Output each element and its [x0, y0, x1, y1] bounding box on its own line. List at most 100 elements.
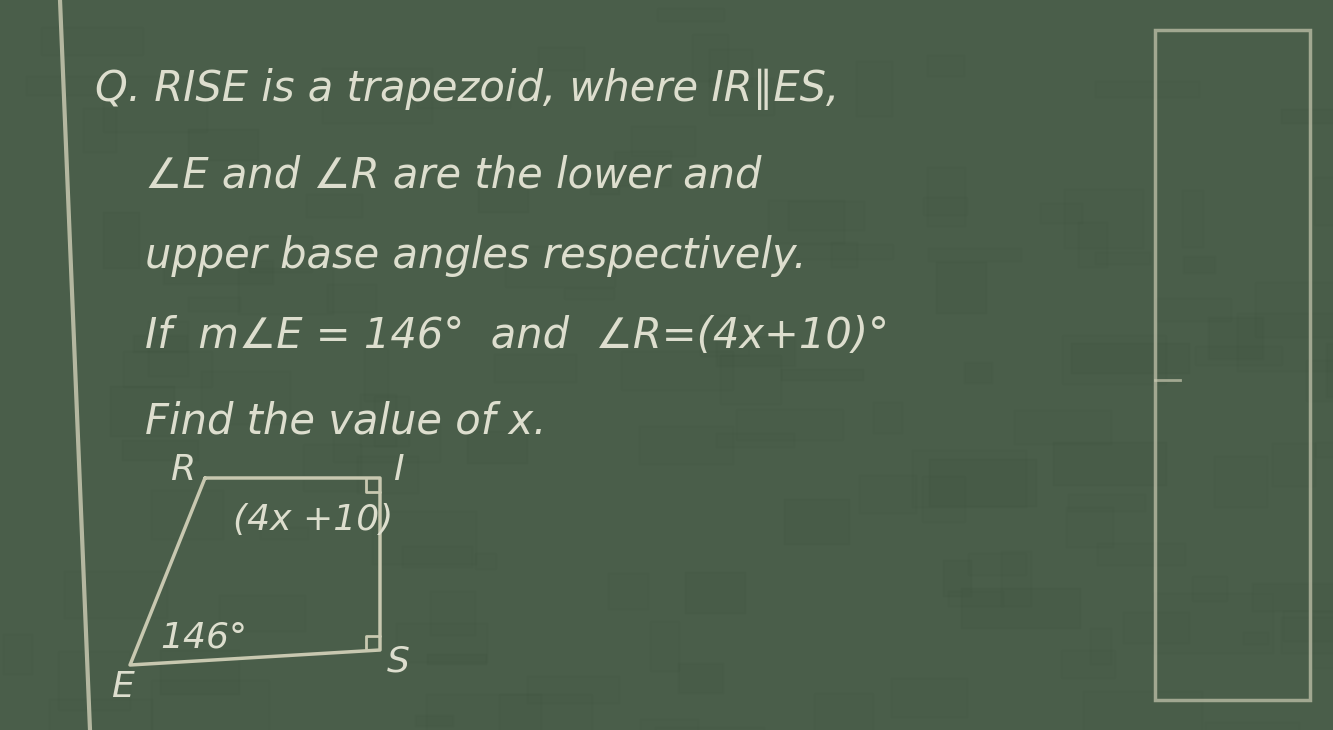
Bar [961, 588, 1080, 628]
Bar [260, 527, 308, 539]
Bar [103, 76, 207, 131]
Bar [361, 470, 421, 481]
Bar [1068, 494, 1145, 511]
Bar [788, 201, 864, 230]
Bar [1014, 410, 1112, 445]
Bar [52, 515, 165, 534]
Bar [964, 362, 993, 383]
Bar [769, 200, 844, 242]
Bar [608, 573, 648, 609]
Bar [49, 699, 152, 730]
Bar [429, 591, 475, 635]
Bar [873, 402, 902, 433]
Text: (4x +10): (4x +10) [233, 503, 393, 537]
Bar [140, 334, 183, 364]
Bar [925, 396, 970, 423]
Bar [781, 369, 862, 380]
Bar [813, 608, 850, 638]
Text: Find the value of x.: Find the value of x. [145, 400, 547, 442]
Bar [143, 102, 188, 126]
Bar [249, 237, 312, 272]
Bar [1053, 442, 1166, 485]
Bar [631, 126, 694, 156]
Bar [1182, 191, 1204, 247]
Text: ∠E and ∠R are the lower and: ∠E and ∠R are the lower and [145, 155, 761, 197]
Bar [152, 491, 224, 539]
Bar [1184, 256, 1214, 273]
Bar [148, 320, 188, 375]
Bar [717, 483, 812, 519]
Bar [1196, 346, 1282, 364]
Bar [135, 61, 225, 75]
Bar [64, 571, 167, 618]
Bar [1264, 558, 1298, 611]
Bar [551, 515, 631, 548]
Bar [401, 208, 425, 248]
Bar [396, 623, 488, 662]
Bar [1277, 553, 1333, 602]
Bar [948, 591, 1002, 606]
Bar [1040, 203, 1082, 223]
Text: If  m∠E = 146°  and  ∠R=(4x+10)°: If m∠E = 146° and ∠R=(4x+10)° [145, 315, 889, 357]
Bar [716, 336, 794, 366]
Bar [892, 678, 966, 717]
Bar [1252, 583, 1333, 611]
Bar [1178, 677, 1297, 696]
Bar [188, 296, 240, 311]
Bar [1326, 343, 1333, 397]
Bar [107, 383, 168, 442]
Bar [1273, 539, 1333, 579]
Bar [163, 260, 273, 284]
Bar [1308, 659, 1333, 704]
Bar [1201, 504, 1289, 556]
Bar [103, 212, 139, 268]
Bar [557, 337, 676, 347]
Text: I: I [393, 453, 404, 487]
Bar [1249, 101, 1302, 116]
Bar [631, 442, 730, 458]
Bar [710, 38, 764, 55]
Bar [657, 8, 724, 21]
Bar [709, 78, 774, 115]
Bar [425, 694, 541, 730]
Bar [1061, 650, 1114, 678]
Bar [196, 374, 239, 414]
Bar [866, 444, 937, 465]
Bar [1272, 442, 1314, 486]
Bar [55, 291, 119, 338]
Bar [678, 663, 722, 693]
Bar [720, 355, 781, 404]
Bar [1205, 722, 1298, 730]
Bar [160, 650, 239, 694]
Bar [1153, 593, 1273, 653]
Bar [928, 167, 965, 226]
Bar [736, 410, 844, 439]
Text: S: S [387, 645, 409, 679]
Bar [277, 20, 316, 58]
Bar [746, 113, 784, 166]
Bar [942, 561, 972, 596]
Bar [1229, 516, 1265, 555]
Bar [922, 196, 968, 215]
Bar [123, 351, 212, 387]
Bar [640, 426, 733, 464]
Bar [372, 511, 476, 564]
Bar [1314, 177, 1333, 225]
Bar [1097, 543, 1185, 565]
Bar [912, 450, 1026, 507]
Bar [1222, 100, 1333, 132]
Bar [375, 396, 409, 446]
Bar [57, 650, 131, 710]
Bar [709, 49, 752, 85]
Bar [1122, 612, 1189, 642]
Text: R: R [171, 453, 196, 487]
Bar [730, 309, 808, 348]
Bar [557, 307, 651, 329]
Bar [239, 267, 333, 314]
Bar [1208, 317, 1262, 359]
Bar [1094, 81, 1200, 97]
Bar [813, 693, 873, 730]
Bar [1214, 456, 1268, 507]
Bar [796, 244, 893, 259]
Bar [844, 188, 878, 240]
